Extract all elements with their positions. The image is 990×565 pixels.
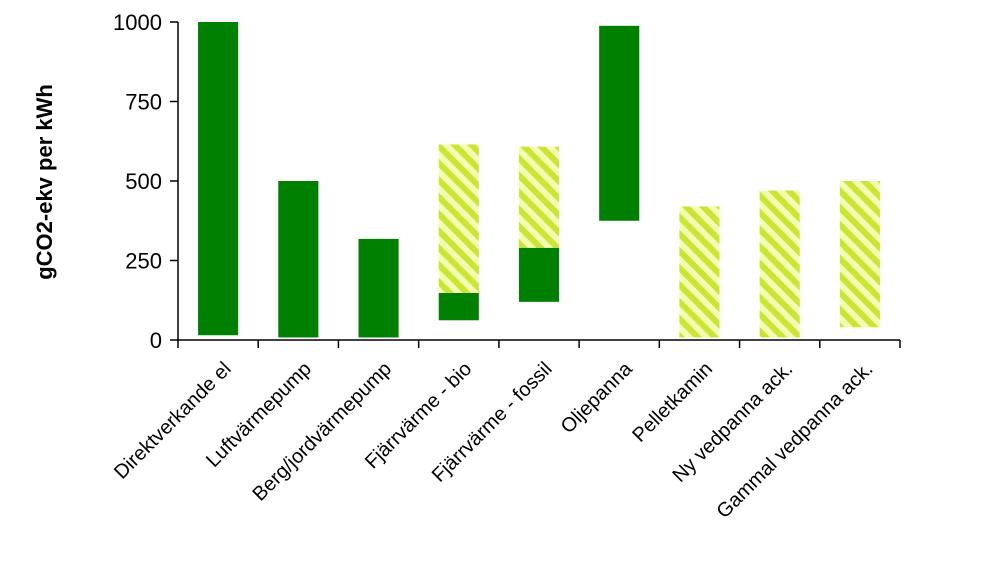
bar-segment-solid bbox=[198, 22, 239, 336]
category-label: Oljepanna bbox=[557, 357, 638, 438]
category-label: Pelletkamin bbox=[628, 358, 717, 447]
bar-segment-hatched bbox=[839, 181, 880, 328]
bar-segment-hatched bbox=[759, 190, 800, 338]
bar-segment-solid bbox=[599, 25, 640, 221]
bar-segment-hatched bbox=[438, 144, 479, 293]
y-axis-title: gCO2-ekv per kWh bbox=[32, 84, 57, 280]
bar-segment-hatched bbox=[679, 206, 720, 338]
y-tick-label: 1000 bbox=[113, 10, 162, 35]
y-tick-label: 250 bbox=[125, 249, 162, 274]
y-tick-label: 500 bbox=[125, 169, 162, 194]
category-label: Gammal vedpanna ack. bbox=[713, 358, 878, 523]
bar-segment-solid bbox=[358, 238, 399, 338]
bar-segment-solid bbox=[438, 292, 479, 321]
bar-segment-solid bbox=[518, 247, 560, 302]
bar-segment-solid bbox=[278, 181, 319, 338]
y-tick-label: 0 bbox=[150, 328, 162, 353]
bar-segment-hatched bbox=[518, 146, 560, 248]
y-tick-label: 750 bbox=[125, 90, 162, 115]
category-label: Berg/jordvärmepump bbox=[248, 358, 396, 506]
